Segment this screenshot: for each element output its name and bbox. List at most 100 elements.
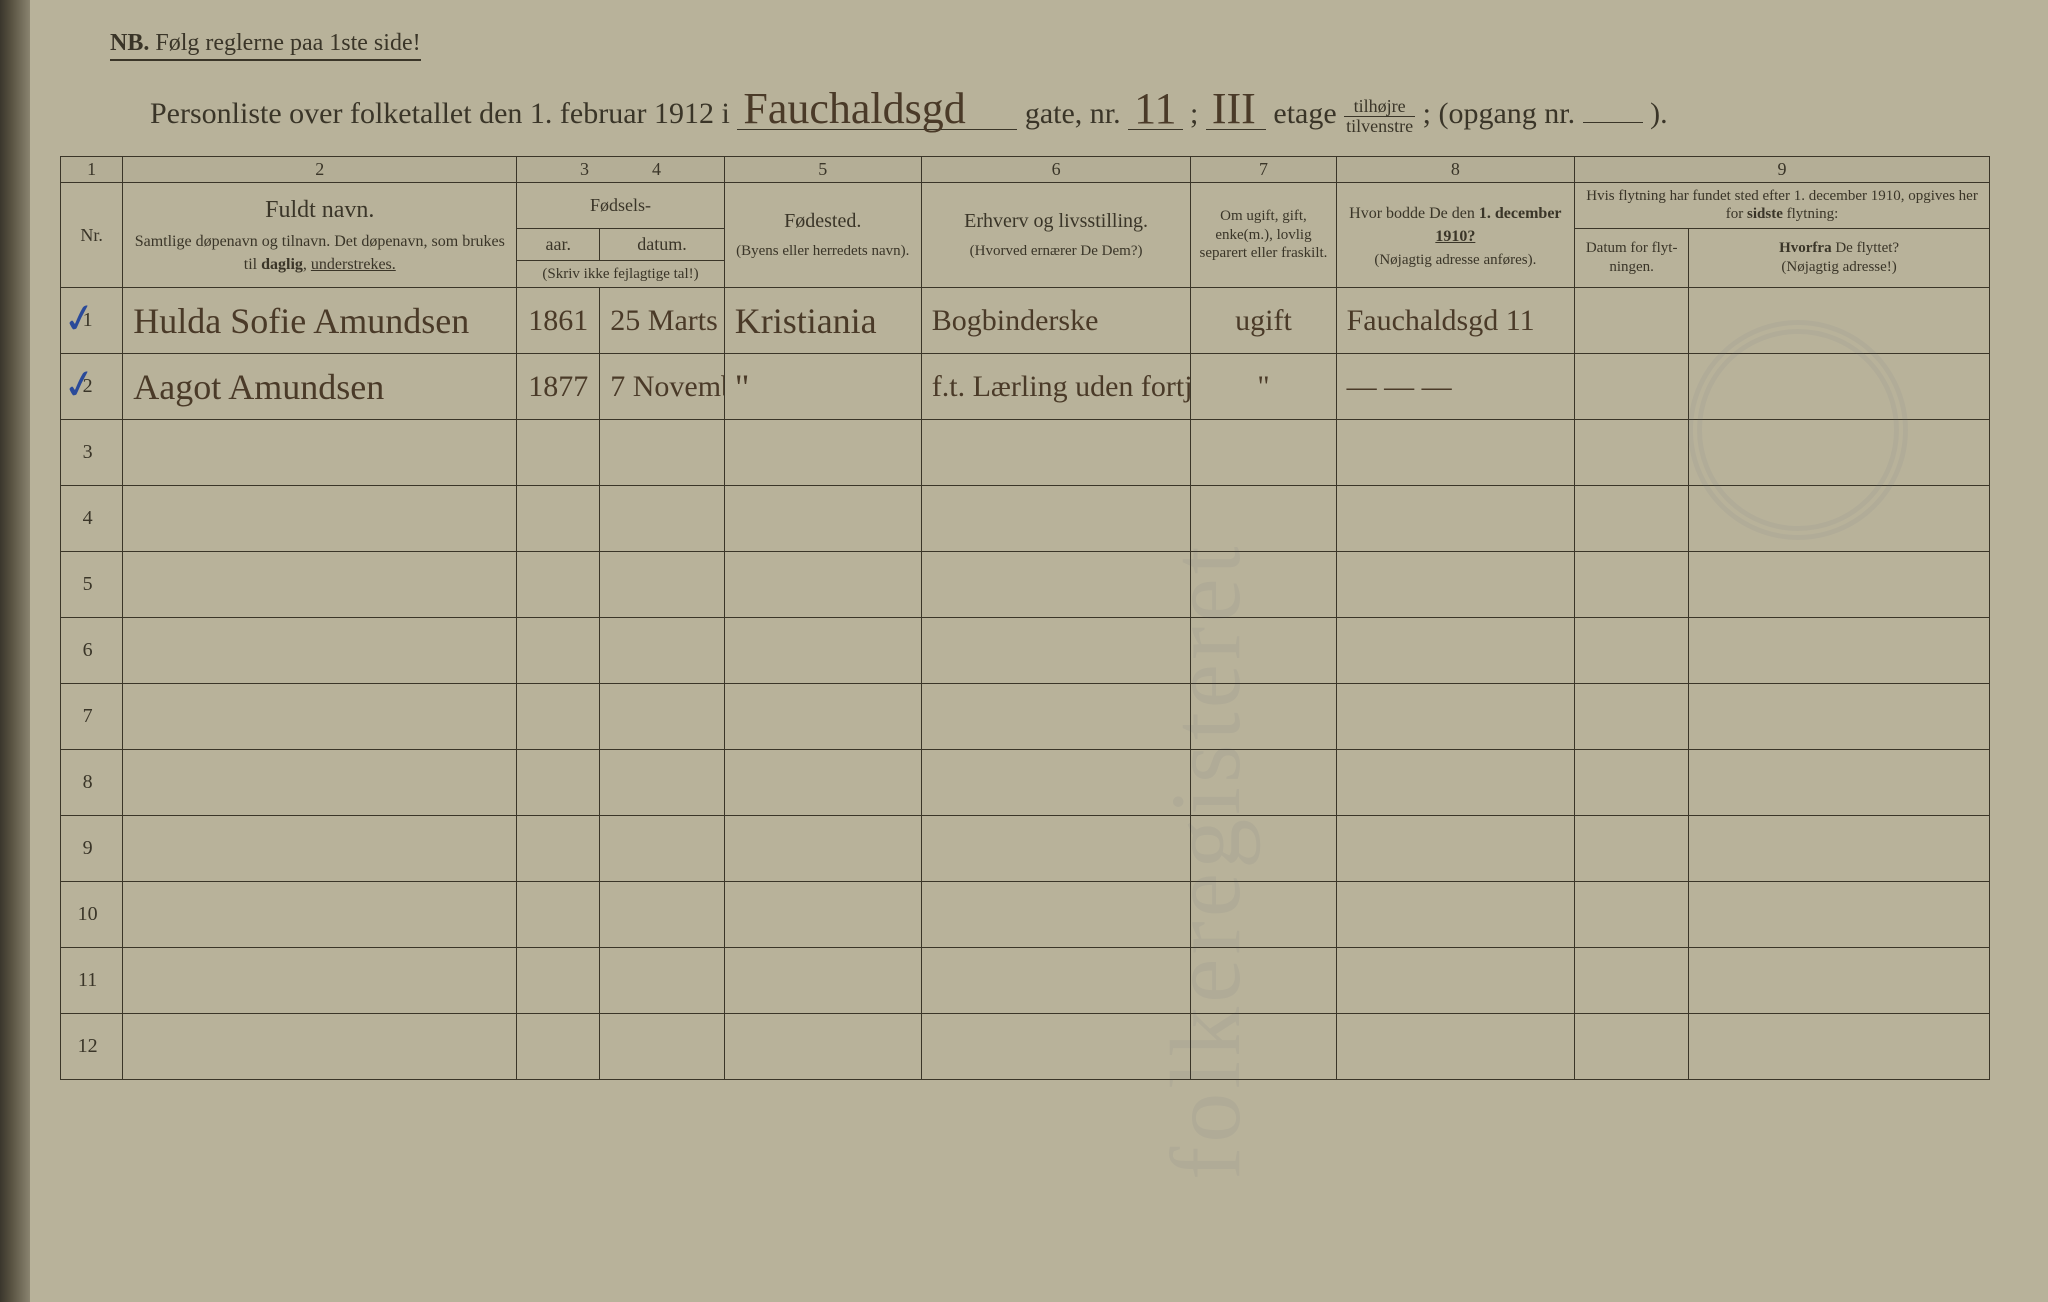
cell-bodde <box>1336 816 1575 882</box>
cell-navn: Aagot Amundsen <box>123 354 517 420</box>
cell-flyt_hvorfra <box>1689 750 1990 816</box>
cell-erhverv <box>921 486 1191 552</box>
cell-nr: 9 <box>61 816 123 882</box>
cell-flyt_hvorfra <box>1689 618 1990 684</box>
cell-navn <box>123 882 517 948</box>
colnum-8: 8 <box>1336 156 1575 182</box>
cell-nr: ✓1 <box>61 288 123 354</box>
cell-flyt_datum <box>1575 816 1689 882</box>
cell-fodested: Kristiania <box>724 288 921 354</box>
cell-flyt_hvorfra <box>1689 486 1990 552</box>
colnum-6: 6 <box>921 156 1191 182</box>
cell-navn <box>123 750 517 816</box>
header-fodsels-note: (Skriv ikke fejlagtige tal!) <box>517 260 724 288</box>
cell-fodested <box>724 1014 921 1080</box>
cell-ugift <box>1191 420 1336 486</box>
cell-erhverv <box>921 684 1191 750</box>
cell-aar: 1861 <box>517 288 600 354</box>
nb-instruction: NB. Følg reglerne paa 1ste side! <box>110 30 421 61</box>
column-number-row: 1 2 3 4 5 6 7 8 9 <box>61 156 1990 182</box>
side-fraction: tilhøjre tilvenstre <box>1344 97 1415 136</box>
cell-datum <box>600 816 724 882</box>
cell-navn <box>123 948 517 1014</box>
cell-aar <box>517 816 600 882</box>
header-fodested: Fødested. (Byens eller herredets navn). <box>724 182 921 288</box>
cell-ugift <box>1191 750 1336 816</box>
cell-ugift <box>1191 486 1336 552</box>
table-row: 8 <box>61 750 1990 816</box>
cell-flyt_datum <box>1575 948 1689 1014</box>
cell-fodested <box>724 618 921 684</box>
header-bodde-title: Hvor bodde De den 1. december 1910? <box>1349 205 1561 245</box>
cell-navn <box>123 552 517 618</box>
table-row: 3 <box>61 420 1990 486</box>
cell-bodde: Fauchaldsgd 11 <box>1336 288 1575 354</box>
cell-bodde <box>1336 750 1575 816</box>
cell-datum <box>600 684 724 750</box>
cell-flyt_datum <box>1575 552 1689 618</box>
cell-navn <box>123 816 517 882</box>
cell-nr: 8 <box>61 750 123 816</box>
cell-fodested: " <box>724 354 921 420</box>
cell-datum <box>600 948 724 1014</box>
cell-flyt_datum <box>1575 288 1689 354</box>
cell-navn <box>123 618 517 684</box>
header-fodsels: Fødsels- <box>517 182 724 229</box>
cell-ugift <box>1191 684 1336 750</box>
cell-erhverv <box>921 552 1191 618</box>
table-row: 12 <box>61 1014 1990 1080</box>
header-fuldt-navn-title: Fuldt navn. <box>129 195 510 225</box>
cell-datum <box>600 618 724 684</box>
etage-field: III <box>1206 89 1266 130</box>
cell-datum: 25 Marts <box>600 288 724 354</box>
cell-flyt_hvorfra <box>1689 1014 1990 1080</box>
cell-ugift <box>1191 948 1336 1014</box>
cell-navn <box>123 684 517 750</box>
cell-fodested <box>724 684 921 750</box>
cell-ugift <box>1191 816 1336 882</box>
cell-flyt_hvorfra <box>1689 684 1990 750</box>
colnum-2: 2 <box>123 156 517 182</box>
cell-fodested <box>724 486 921 552</box>
header-nr: Nr. <box>61 182 123 288</box>
header-fuldt-navn: Fuldt navn. Samtlige døpenavn og tilnavn… <box>123 182 517 288</box>
header-flytning-top: Hvis flytning har fundet sted efter 1. d… <box>1575 182 1990 229</box>
cell-bodde <box>1336 684 1575 750</box>
cell-erhverv <box>921 420 1191 486</box>
cell-bodde <box>1336 618 1575 684</box>
cell-ugift <box>1191 618 1336 684</box>
cell-bodde <box>1336 420 1575 486</box>
cell-navn <box>123 1014 517 1080</box>
cell-flyt_hvorfra <box>1689 882 1990 948</box>
header-erhverv-sub: (Hvorved ernærer De Dem?) <box>970 243 1143 259</box>
cell-aar <box>517 552 600 618</box>
checkmark-icon: ✓ <box>59 360 100 411</box>
table-row: 5 <box>61 552 1990 618</box>
title-etage-label: etage <box>1273 97 1336 130</box>
cell-flyt_datum <box>1575 618 1689 684</box>
cell-nr: 12 <box>61 1014 123 1080</box>
cell-datum <box>600 882 724 948</box>
table-row: ✓2Aagot Amundsen18777 November"f.t. Lærl… <box>61 354 1990 420</box>
cell-datum <box>600 750 724 816</box>
cell-nr: 7 <box>61 684 123 750</box>
cell-nr: 3 <box>61 420 123 486</box>
cell-datum: 7 November <box>600 354 724 420</box>
header-flyt-datum: Datum for flyt-ningen. <box>1575 229 1689 288</box>
cell-fodested <box>724 750 921 816</box>
cell-erhverv <box>921 618 1191 684</box>
census-form-page: folkeregisteret NB. Følg reglerne paa 1s… <box>0 0 2048 1302</box>
table-row: 4 <box>61 486 1990 552</box>
cell-nr: 4 <box>61 486 123 552</box>
cell-flyt_hvorfra <box>1689 948 1990 1014</box>
cell-bodde <box>1336 1014 1575 1080</box>
data-rows: ✓1Hulda Sofie Amundsen186125 MartsKristi… <box>61 288 1990 1080</box>
nb-prefix: NB. <box>110 30 149 56</box>
cell-datum <box>600 552 724 618</box>
cell-flyt_hvorfra <box>1689 354 1990 420</box>
street-nr-field: 11 <box>1128 89 1182 130</box>
paper-stack-edge <box>0 0 30 1302</box>
cell-navn <box>123 486 517 552</box>
cell-erhverv: Bogbinderske <box>921 288 1191 354</box>
cell-erhverv: f.t. Lærling uden fortjeneste <box>921 354 1191 420</box>
